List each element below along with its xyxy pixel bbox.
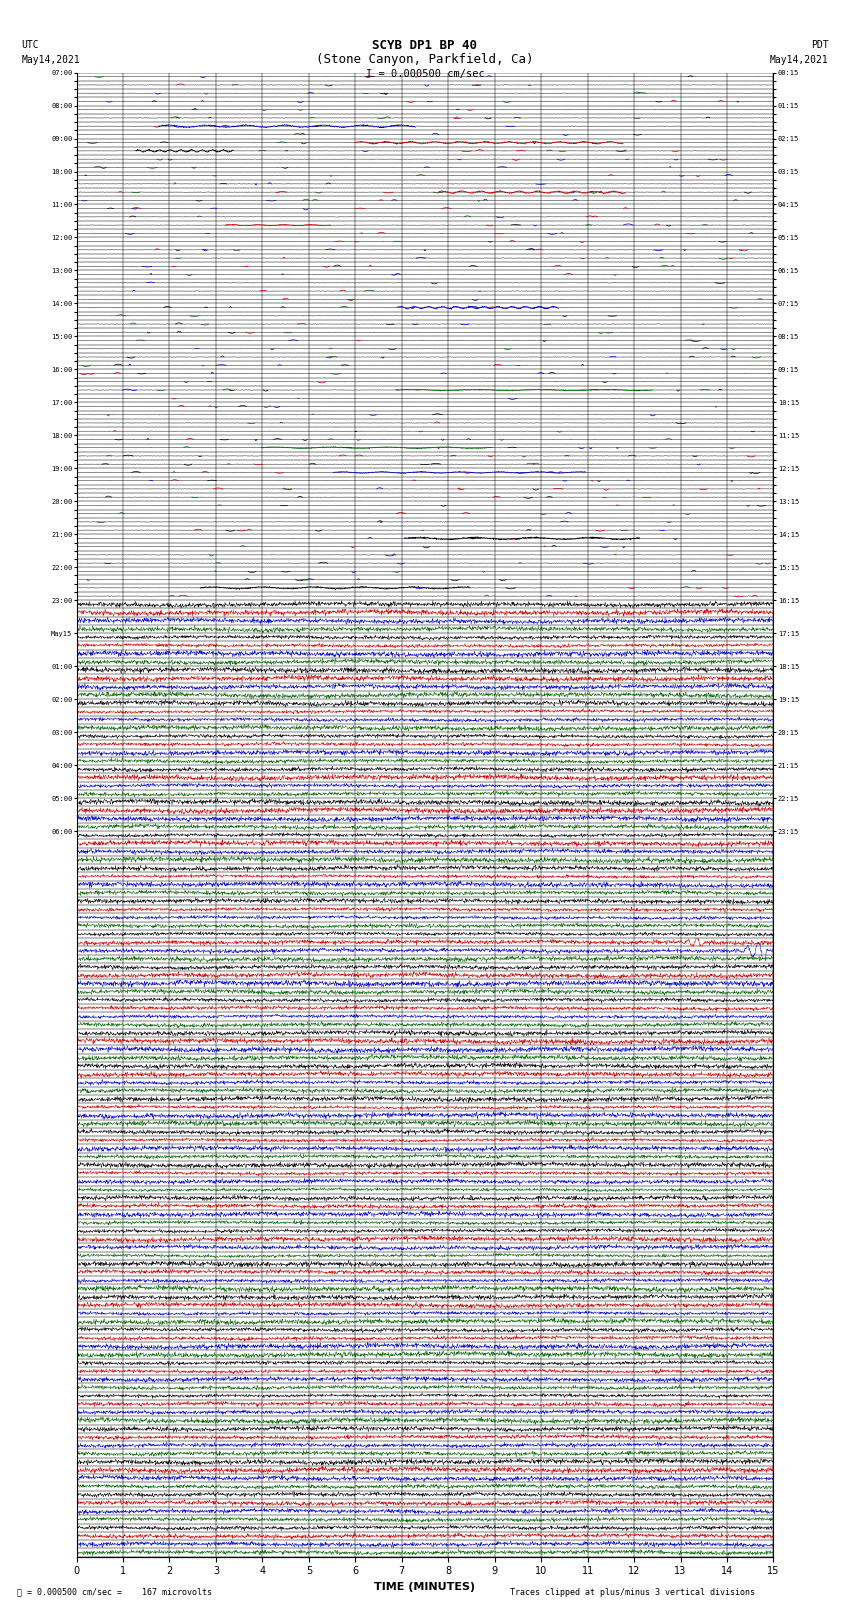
X-axis label: TIME (MINUTES): TIME (MINUTES) <box>375 1582 475 1592</box>
Text: ⎾ = 0.000500 cm/sec =    167 microvolts: ⎾ = 0.000500 cm/sec = 167 microvolts <box>17 1587 212 1597</box>
Text: Traces clipped at plus/minus 3 vertical divisions: Traces clipped at plus/minus 3 vertical … <box>510 1587 755 1597</box>
Text: I = 0.000500 cm/sec: I = 0.000500 cm/sec <box>366 69 484 79</box>
Text: UTC: UTC <box>21 40 39 50</box>
Text: May14,2021: May14,2021 <box>770 55 829 65</box>
Text: SCYB DP1 BP 40: SCYB DP1 BP 40 <box>372 39 478 52</box>
Text: PDT: PDT <box>811 40 829 50</box>
Text: (Stone Canyon, Parkfield, Ca): (Stone Canyon, Parkfield, Ca) <box>316 53 534 66</box>
Text: May14,2021: May14,2021 <box>21 55 80 65</box>
